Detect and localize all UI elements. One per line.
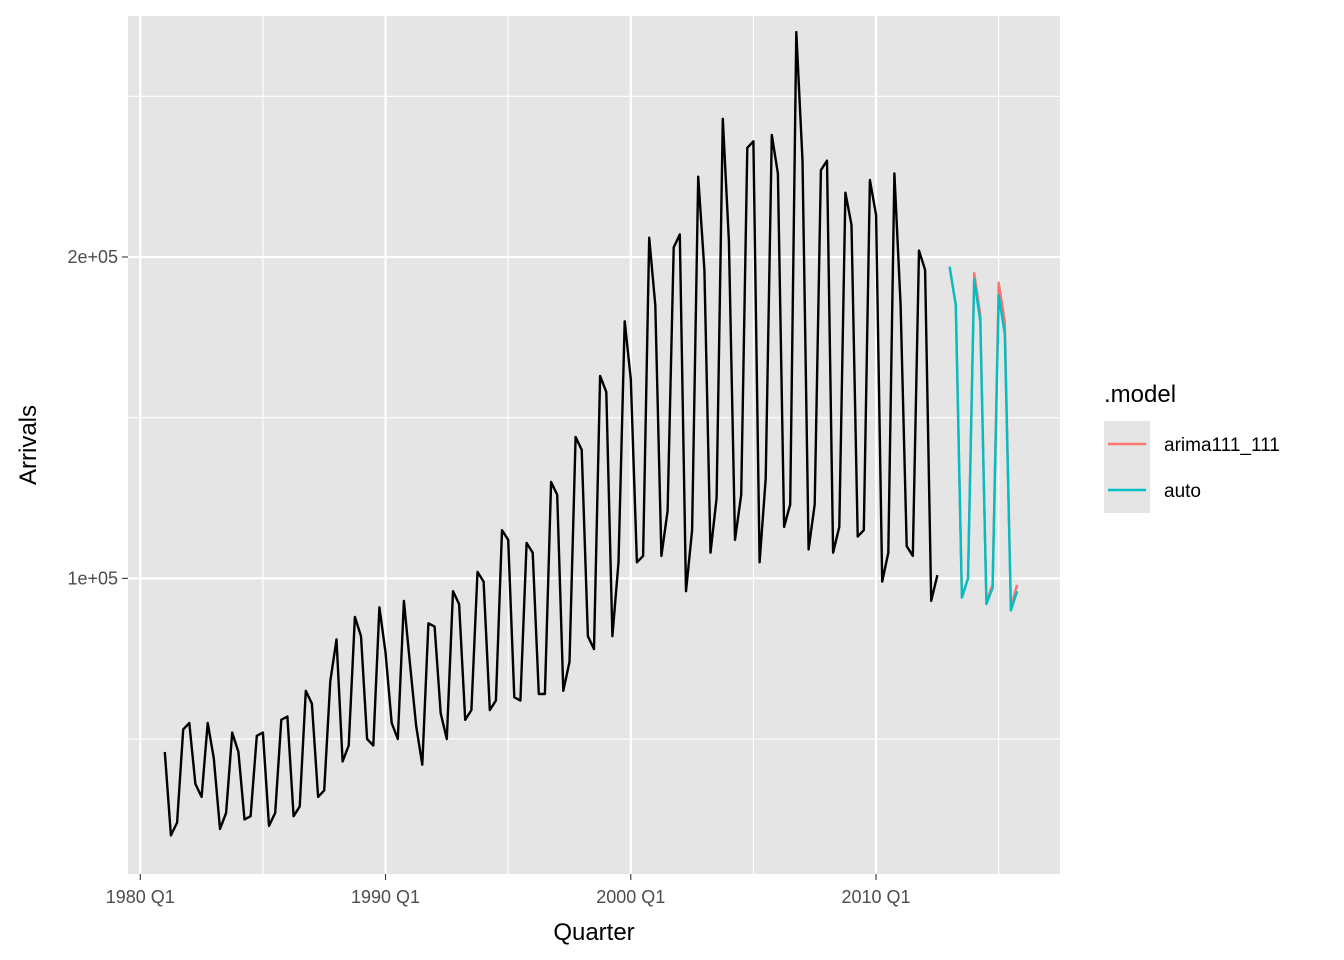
legend-label: auto xyxy=(1164,481,1201,502)
x-axis-title: Quarter xyxy=(553,919,634,946)
series-line-auto xyxy=(948,266,1019,612)
y-tick-label: 1e+05 xyxy=(67,568,118,588)
y-axis: 1e+05 2e+05 xyxy=(67,247,128,588)
major-gridlines xyxy=(128,16,1060,874)
y-tick-label: 2e+05 xyxy=(67,247,118,267)
x-tick-label: 2010 Q1 xyxy=(842,887,911,907)
series-lines xyxy=(163,30,1019,837)
x-tick-label: 1980 Q1 xyxy=(106,887,175,907)
x-tick-label: 1990 Q1 xyxy=(351,887,420,907)
y-axis-title: Arrivals xyxy=(15,405,42,485)
legend-title: .model xyxy=(1104,381,1176,408)
plot-panel xyxy=(128,16,1060,874)
x-axis: 1980 Q1 1990 Q1 2000 Q1 2010 Q1 xyxy=(106,874,911,907)
x-tick-label: 2000 Q1 xyxy=(596,887,665,907)
series-line-arrivals xyxy=(163,30,939,837)
legend-label: arima111_111 xyxy=(1164,435,1280,456)
